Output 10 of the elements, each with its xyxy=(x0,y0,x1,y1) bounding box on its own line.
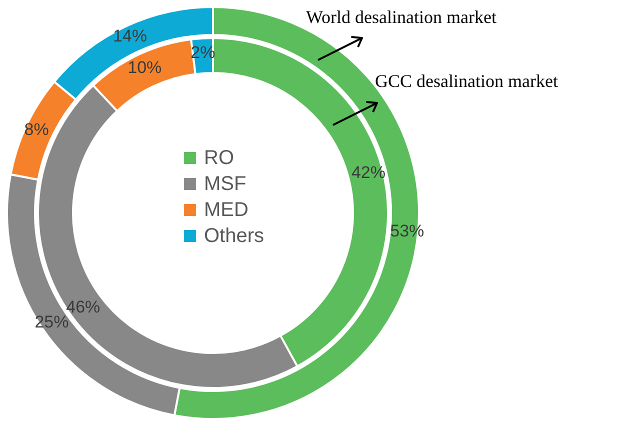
legend-label: RO xyxy=(204,147,234,169)
data-label: 10% xyxy=(128,58,162,77)
slice-label: GCC desalination market xyxy=(375,71,558,91)
legend-label: MSF xyxy=(204,173,246,195)
legend-label: Others xyxy=(204,225,264,247)
data-label: 8% xyxy=(24,120,49,139)
legend-label: MED xyxy=(204,199,248,221)
data-label: 46% xyxy=(66,297,100,316)
slice-label: World desalination market xyxy=(306,7,496,27)
data-label: 14% xyxy=(112,26,147,46)
